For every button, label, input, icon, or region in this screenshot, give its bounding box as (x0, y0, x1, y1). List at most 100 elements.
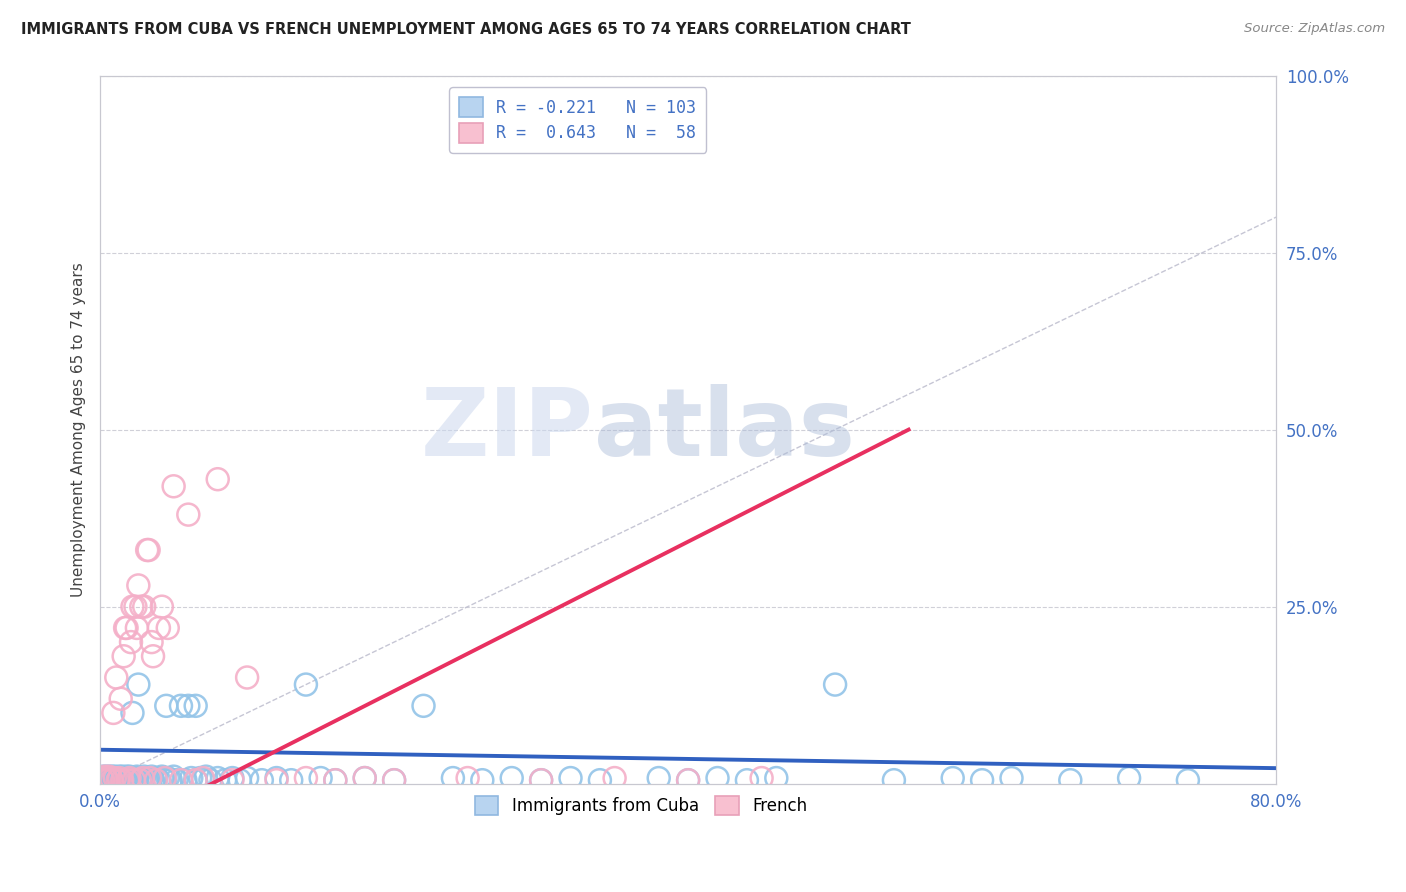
Point (118, 770, 141, 784)
Point (114, 773, 136, 788)
Point (115, 770, 138, 784)
Point (107, 773, 129, 788)
Point (139, 771, 162, 785)
Point (188, 771, 211, 785)
Point (122, 771, 145, 785)
Point (180, 771, 202, 785)
Point (560, 771, 582, 785)
Point (150, 599, 173, 614)
Point (194, 770, 217, 784)
Point (295, 677, 318, 691)
Point (648, 771, 671, 785)
Point (125, 770, 148, 784)
Point (121, 599, 143, 614)
Point (735, 773, 758, 788)
Point (118, 771, 141, 785)
Point (266, 773, 288, 788)
Point (972, 773, 994, 788)
Point (118, 773, 141, 788)
Point (112, 649, 135, 664)
Point (824, 677, 846, 691)
Point (117, 773, 139, 788)
Point (152, 771, 174, 785)
Point (112, 771, 135, 785)
Point (214, 773, 236, 788)
Point (134, 599, 156, 614)
Point (117, 771, 139, 785)
Point (323, 773, 346, 788)
Point (236, 671, 259, 685)
Point (353, 771, 375, 785)
Point (883, 773, 905, 788)
Point (91, 773, 114, 788)
Point (382, 773, 405, 788)
Point (765, 771, 787, 785)
Point (134, 770, 156, 784)
Point (103, 774, 125, 789)
Point (1177, 773, 1199, 788)
Point (412, 698, 434, 713)
Point (530, 773, 553, 788)
Point (100, 771, 122, 785)
Point (111, 773, 134, 788)
Point (136, 773, 159, 788)
Point (942, 771, 965, 785)
Point (115, 621, 138, 635)
Point (110, 691, 132, 706)
Point (177, 698, 200, 713)
Point (159, 773, 181, 788)
Point (309, 771, 332, 785)
Text: IMMIGRANTS FROM CUBA VS FRENCH UNEMPLOYMENT AMONG AGES 65 TO 74 YEARS CORRELATIO: IMMIGRANTS FROM CUBA VS FRENCH UNEMPLOYM… (21, 22, 911, 37)
Point (127, 677, 149, 691)
Point (129, 771, 152, 785)
Point (589, 773, 612, 788)
Point (751, 771, 773, 785)
Point (155, 698, 177, 713)
Point (191, 771, 214, 785)
Point (323, 773, 346, 788)
Point (1118, 771, 1140, 785)
Point (471, 773, 494, 788)
Point (191, 773, 214, 788)
Text: ZIP: ZIP (422, 384, 595, 475)
Point (94, 773, 117, 788)
Point (97, 770, 120, 784)
Point (221, 771, 243, 785)
Point (145, 773, 167, 788)
Point (141, 770, 163, 784)
Point (142, 773, 165, 788)
Point (177, 508, 200, 522)
Point (457, 771, 479, 785)
Point (441, 771, 464, 785)
Point (138, 771, 160, 785)
Point (111, 773, 134, 788)
Point (104, 770, 127, 784)
Point (100, 774, 122, 789)
Point (105, 671, 128, 685)
Point (603, 771, 626, 785)
Point (104, 773, 127, 788)
Point (142, 649, 165, 664)
Point (162, 479, 184, 493)
Point (91, 773, 114, 788)
Point (676, 773, 699, 788)
Text: Source: ZipAtlas.com: Source: ZipAtlas.com (1244, 22, 1385, 36)
Point (97, 770, 120, 784)
Y-axis label: Unemployment Among Ages 65 to 74 years: Unemployment Among Ages 65 to 74 years (72, 262, 86, 597)
Point (108, 771, 131, 785)
Point (122, 773, 145, 788)
Point (1000, 771, 1022, 785)
Point (124, 599, 146, 614)
Point (184, 773, 207, 788)
Point (353, 771, 375, 785)
Point (125, 771, 148, 785)
Point (207, 771, 229, 785)
Point (184, 698, 207, 713)
Point (100, 771, 122, 785)
Point (93, 773, 115, 788)
Point (153, 771, 176, 785)
Point (121, 706, 143, 720)
Point (125, 621, 148, 635)
Point (124, 773, 146, 788)
Point (132, 773, 155, 788)
